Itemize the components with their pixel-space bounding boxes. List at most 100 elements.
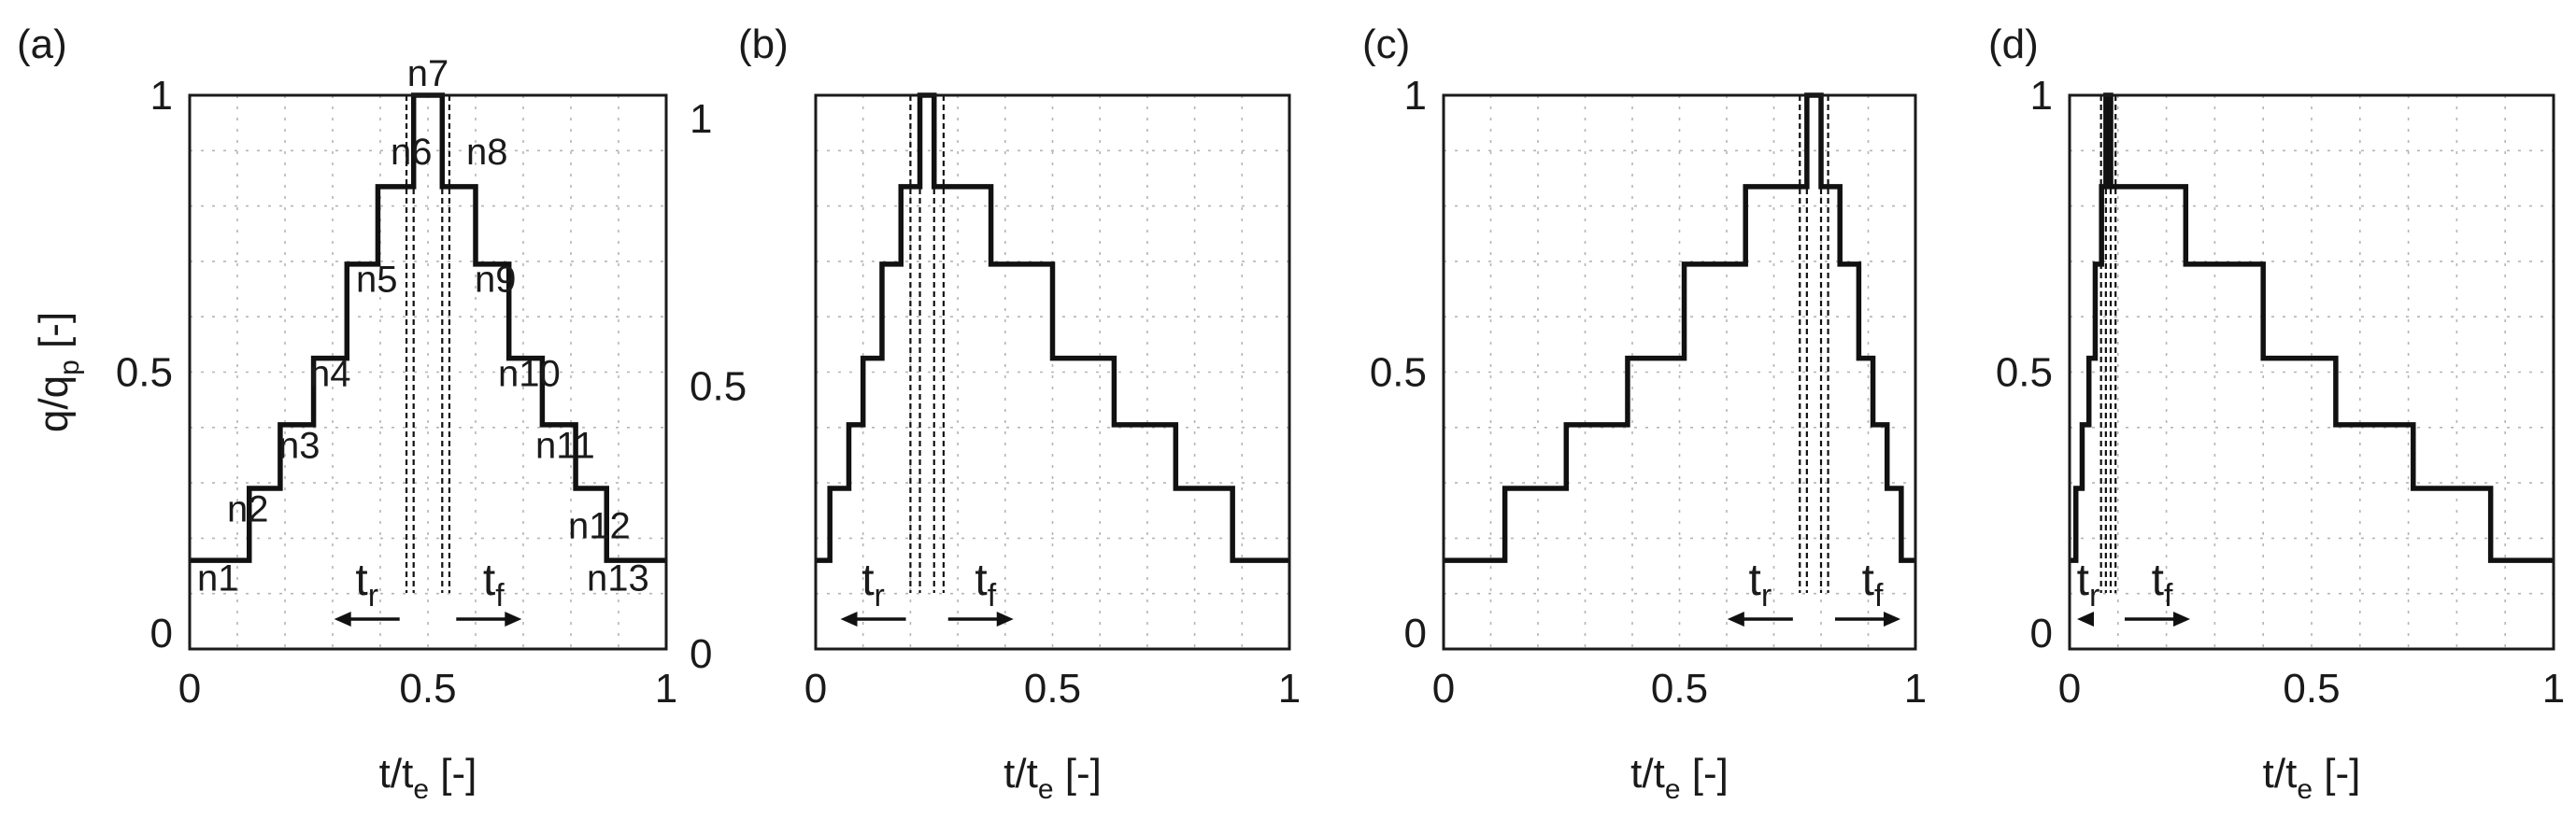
panel-label: (b) (738, 21, 789, 67)
fall-time-label-sub: f (2164, 578, 2173, 614)
fall-time-label-main: t (1862, 556, 1874, 605)
y-axis-title-main: q/q (31, 375, 77, 432)
fall-time-label: tf (2152, 556, 2173, 614)
plot-frame (814, 93, 1291, 651)
y-tick-label: 1 (2030, 73, 2053, 119)
x-tick-label: 0 (1432, 666, 1455, 712)
panel-label: (d) (1988, 21, 2039, 67)
x-axis-title: t/te [-] (2263, 751, 2361, 805)
fall-time-label-main: t (975, 556, 987, 605)
x-tick-label: 1 (655, 666, 677, 712)
x-axis-title-main: t/t (2263, 751, 2298, 797)
rise-arrow-head (2077, 612, 2094, 627)
x-axis-title: t/te [-] (1003, 751, 1102, 805)
rise-time-label: tr (1749, 556, 1772, 614)
x-tick-label: 0 (178, 666, 201, 712)
x-tick-label: 0.5 (2283, 666, 2340, 712)
node-label: n1 (197, 558, 239, 599)
fall-time-label-main: t (2152, 556, 2164, 605)
x-axis-title-sub: e (2297, 774, 2313, 805)
x-tick-label: 0.5 (1651, 666, 1708, 712)
x-axis-title: t/te [-] (1630, 751, 1729, 805)
x-axis-title-sub: e (1038, 774, 1054, 805)
node-label: n6 (391, 132, 433, 173)
fall-time-label: tf (975, 556, 996, 614)
y-tick-label: 0.5 (1370, 350, 1427, 396)
rise-time-label: tr (861, 556, 885, 614)
x-tick-label: 1 (1278, 666, 1301, 712)
rise-time-label-sub: r (875, 578, 885, 614)
y-tick-label: 0.5 (116, 350, 173, 396)
x-tick-label: 1 (2542, 666, 2565, 712)
plot-frame (188, 93, 668, 651)
node-label: n12 (568, 505, 631, 546)
x-axis-title-tail: [-] (1054, 751, 1102, 797)
plot-frame (2068, 93, 2555, 651)
fall-arrow-head (505, 612, 522, 627)
x-axis-title-main: t/t (1630, 751, 1665, 797)
x-axis-title-sub: e (1665, 774, 1681, 805)
x-axis-title-tail: [-] (429, 751, 477, 797)
rise-time-label-sub: r (368, 578, 378, 614)
rise-arrow-head (840, 612, 858, 627)
panel-d: (d)0 0.5 100.51t/te [-]tr tf (1988, 21, 2565, 805)
rise-time-label-main: t (2077, 556, 2089, 605)
x-tick-label: 1 (1904, 666, 1927, 712)
fall-time-label: tf (483, 556, 505, 614)
y-axis-title: q/qp [-] (31, 312, 85, 432)
fall-arrow-head (1884, 612, 1900, 627)
rise-time-label: tr (2077, 556, 2100, 614)
y-tick-label: 1 (150, 73, 173, 119)
node-label: n2 (227, 489, 269, 530)
x-tick-label: 0.5 (399, 666, 456, 712)
y-tick-label: 0 (1404, 611, 1427, 656)
fall-time-label-main: t (483, 556, 495, 605)
y-tick-label: 0.5 (1996, 350, 2053, 396)
node-label: n13 (587, 558, 649, 599)
x-axis-title-tail: [-] (1681, 751, 1729, 797)
plot-frame (1442, 93, 1917, 651)
y-tick-label-right: 0.5 (690, 364, 747, 410)
node-label: n11 (535, 425, 595, 466)
x-tick-label: 0 (804, 666, 827, 712)
fall-arrow-head (996, 612, 1014, 627)
panel-b: (b)0 0.5 1t/te [-]tr tf (738, 21, 1301, 805)
x-tick-label: 0.5 (1024, 666, 1081, 712)
node-label: n3 (278, 425, 320, 466)
y-tick-label: 0 (2030, 611, 2053, 656)
fall-time-label-sub: f (988, 578, 997, 614)
y-tick-label: 1 (1404, 73, 1427, 119)
node-label: n9 (475, 260, 517, 301)
panel-label: (c) (1362, 21, 1410, 67)
y-axis-title-sub: p (54, 360, 85, 375)
fall-time-label-sub: f (495, 578, 505, 614)
node-label: n8 (466, 132, 508, 173)
x-axis-title-main: t/t (1003, 751, 1038, 797)
rise-time-label-sub: r (2089, 578, 2099, 614)
rise-time-label: tr (355, 556, 378, 614)
panel-label: (a) (17, 21, 67, 67)
x-axis-title-sub: e (413, 774, 429, 805)
node-label: n4 (309, 353, 351, 394)
x-axis-title-tail: [-] (2313, 751, 2360, 797)
x-axis-title: t/te [-] (379, 751, 477, 805)
fall-time-label-sub: f (1874, 578, 1884, 614)
x-tick-label: 0 (2058, 666, 2081, 712)
rise-arrow-head (334, 612, 351, 627)
node-label: n7 (407, 53, 449, 94)
rise-arrow-head (1727, 612, 1744, 627)
fall-time-label: tf (1862, 556, 1884, 614)
x-axis-title-main: t/t (379, 751, 414, 797)
rise-time-label-main: t (861, 556, 874, 605)
fall-arrow-head (2173, 612, 2191, 627)
y-tick-label-right: 0 (690, 631, 712, 677)
rise-time-label-main: t (355, 556, 367, 605)
y-axis-title-tail: [-] (31, 312, 77, 360)
node-label: n10 (498, 353, 561, 394)
panel-c: (c)0 0.5 100.51t/te [-]tr tf (1362, 21, 1927, 805)
rise-time-label-sub: r (1761, 578, 1772, 614)
node-label: n5 (356, 260, 398, 301)
rise-time-label-main: t (1749, 556, 1761, 605)
